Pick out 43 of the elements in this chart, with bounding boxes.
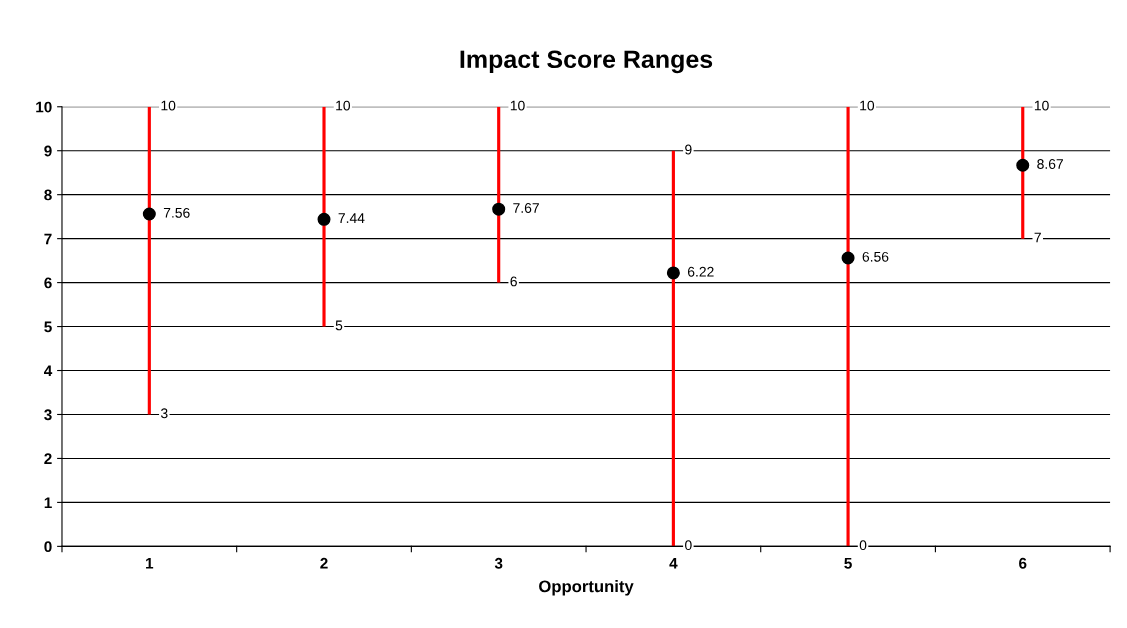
y-tick-label: 8 xyxy=(44,189,52,201)
point xyxy=(317,212,331,226)
x-tick-label: 4 xyxy=(669,558,678,569)
annotation: 5 xyxy=(335,320,343,331)
annotation: 0 xyxy=(859,540,867,551)
annotation: 7 xyxy=(1034,232,1041,243)
x-tick-label: 2 xyxy=(320,557,328,569)
point xyxy=(1016,158,1030,172)
y-tick-label: 2 xyxy=(44,453,52,464)
data-label: 7.56 xyxy=(163,207,190,218)
y-tick-label: 1 xyxy=(44,497,52,508)
annotation: 10 xyxy=(510,100,525,111)
data-label: 8.67 xyxy=(1037,159,1063,169)
chart-title: Impact Score Ranges xyxy=(460,50,713,74)
point xyxy=(841,251,855,265)
y-tick-label: 4 xyxy=(44,365,53,377)
data-label: 6.56 xyxy=(862,251,889,262)
y-tick-label: 5 xyxy=(44,321,52,333)
y-tick-label: 7 xyxy=(44,233,52,245)
x-tick-label: 3 xyxy=(494,557,503,569)
point xyxy=(666,266,680,280)
x-axis-title: Opportunity xyxy=(539,580,634,596)
y-tick-label: 6 xyxy=(44,277,52,289)
y-tick-label: 10 xyxy=(36,101,52,113)
point xyxy=(492,202,506,216)
x-tick-label: 1 xyxy=(146,558,154,569)
annotation: 9 xyxy=(685,144,692,155)
y-tick-label: 9 xyxy=(44,145,52,157)
x-tick-label: 6 xyxy=(1019,557,1027,569)
data-label: 7.44 xyxy=(338,213,365,223)
x-tick-label: 5 xyxy=(844,558,852,569)
annotation: 10 xyxy=(336,100,351,111)
y-tick-label: 0 xyxy=(44,541,52,553)
annotation: 10 xyxy=(161,100,176,111)
data-label: 6.22 xyxy=(687,266,714,277)
annotation: 10 xyxy=(860,100,875,111)
point xyxy=(142,207,156,221)
annotation: 10 xyxy=(1034,100,1049,111)
annotation: 3 xyxy=(160,408,168,419)
data-label: 7.67 xyxy=(513,203,539,213)
annotation: 6 xyxy=(510,276,517,287)
annotation: 0 xyxy=(685,540,692,551)
y-tick-label: 3 xyxy=(44,409,52,421)
